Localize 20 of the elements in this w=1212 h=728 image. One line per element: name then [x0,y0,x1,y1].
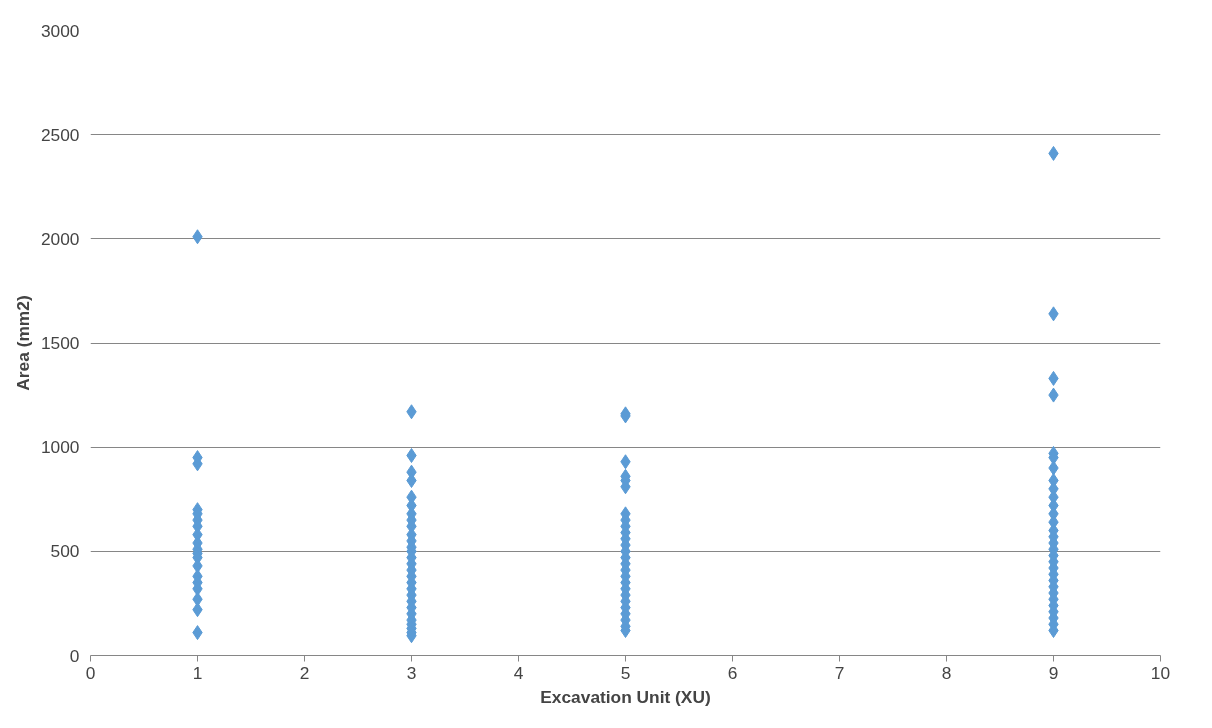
x-tick-label: 7 [834,662,845,683]
x-tick-label: 6 [727,662,738,683]
y-tick-label: 1500 [40,333,80,353]
y-tick-label: 2500 [40,124,80,145]
y-tick-label: 0 [69,645,80,666]
x-axis-title: Excavation Unit (XU) [540,686,711,707]
x-tick-label: 2 [299,662,310,683]
y-tick-label: 2000 [40,228,80,249]
y-tick-label: 500 [50,541,80,562]
y-tick-label: 1000 [40,437,80,458]
y-tick-label: 3000 [40,20,80,41]
x-tick-label: 0 [85,662,96,683]
x-tick-label: 10 [1150,662,1171,683]
x-tick-label: 3 [406,662,417,683]
x-tick-label: 9 [1048,662,1059,683]
x-tick-label: 5 [620,662,631,683]
x-tick-label: 8 [941,662,952,683]
y-axis-title: Area (mm2) [12,295,33,391]
x-tick-label: 1 [192,662,203,683]
x-tick-label: 4 [513,662,524,683]
